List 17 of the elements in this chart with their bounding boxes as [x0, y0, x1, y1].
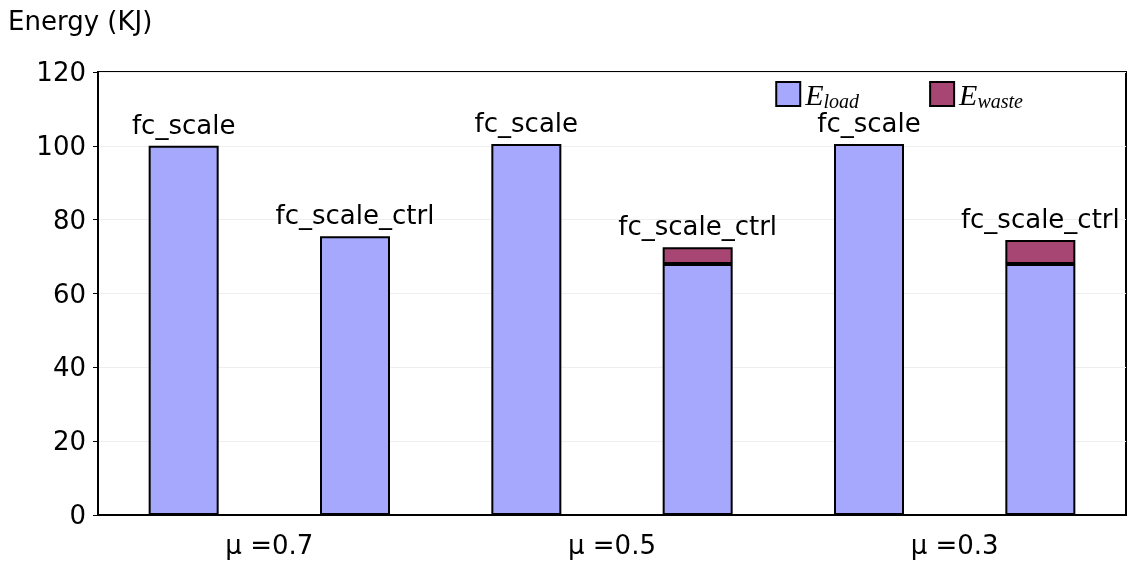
x-tick-label: fc_scale_ctrl [275, 200, 435, 231]
x-tick-label: fc_scale [817, 107, 921, 138]
text: μ =0.3 [910, 530, 999, 560]
y-tick-label: 40 [52, 352, 86, 383]
text: μ =0.5 [568, 530, 656, 560]
y-tick-label: 20 [52, 426, 86, 457]
y-tick-label: 80 [52, 204, 86, 235]
y-tick-label: 120 [36, 57, 86, 87]
y-tick-label: 0 [69, 500, 86, 530]
x-tick-label: fc_scale [474, 107, 579, 138]
y-tick-label: 100 [36, 130, 86, 161]
x-tick-label: fc_scale_ctrl [618, 211, 778, 242]
x-tick-label: fc_scale_ctrl [960, 203, 1120, 234]
y-tick-label: 60 [52, 278, 86, 309]
text: μ =0.7 [225, 530, 314, 560]
x-tick-label: fc_scale [131, 109, 236, 140]
y-axis-title: Energy (KJ) [8, 6, 153, 36]
